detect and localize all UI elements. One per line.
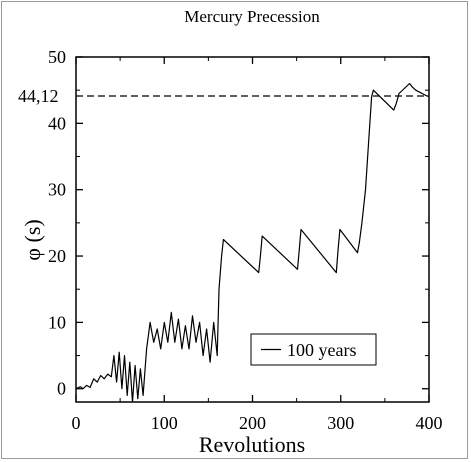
series-line (75, 82, 430, 403)
x-tick-label: 300 (327, 413, 354, 433)
y-tick-label: 10 (48, 312, 66, 332)
x-tick-label: 400 (416, 413, 443, 433)
x-tick-label: 0 (72, 413, 81, 433)
x-tick-label: 100 (151, 413, 178, 433)
legend-label: 100 years (287, 340, 356, 360)
x-tick-label: 200 (239, 413, 266, 433)
ticks-group: 0 100 200 300 400 0 10 20 30 40 50 (48, 47, 443, 433)
y-axis-label: φ (s) (20, 219, 45, 260)
x-axis-label: Revolutions (199, 432, 305, 457)
y-tick-label: 50 (48, 47, 66, 67)
y-tick-label: 0 (57, 379, 66, 399)
reference-line-label: 44,12 (18, 86, 59, 106)
y-tick-label: 20 (48, 246, 66, 266)
series-group (75, 82, 430, 403)
y-tick-label: 30 (48, 180, 66, 200)
chart-title: Mercury Precession (184, 7, 320, 26)
reference-line-group: 44,12 (18, 86, 429, 106)
y-tick-label: 40 (48, 113, 66, 133)
legend: 100 years (250, 333, 377, 366)
